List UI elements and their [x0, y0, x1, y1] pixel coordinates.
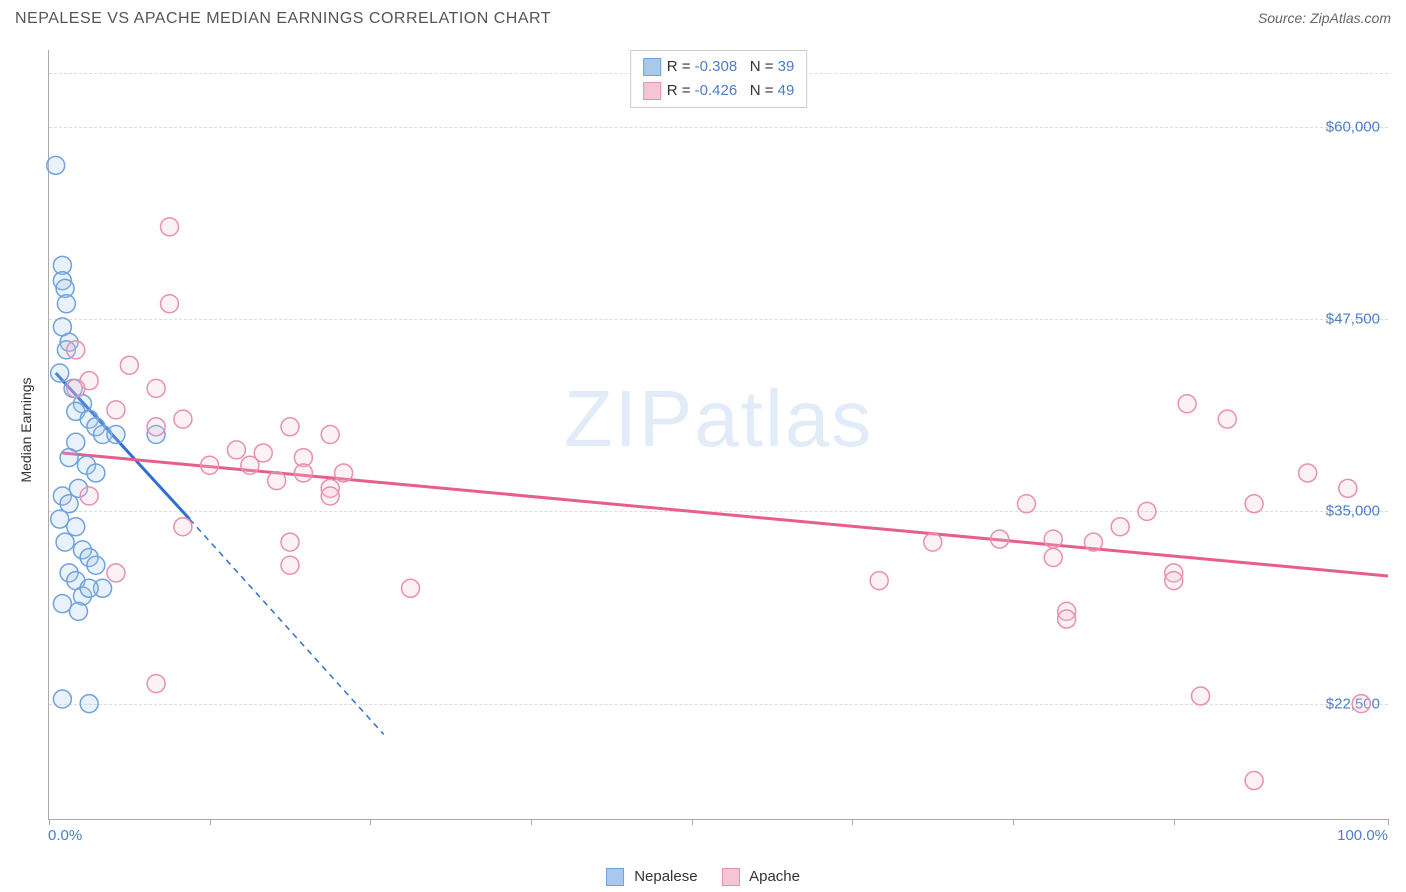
- legend: Nepalese Apache: [596, 868, 810, 886]
- data-point-apache: [120, 356, 138, 374]
- data-point-apache: [321, 487, 339, 505]
- data-point-apache: [1245, 772, 1263, 790]
- data-point-apache: [281, 556, 299, 574]
- data-point-nepalese: [51, 364, 69, 382]
- data-point-nepalese: [51, 510, 69, 528]
- data-point-apache: [870, 572, 888, 590]
- data-point-apache: [335, 464, 353, 482]
- data-point-nepalese: [56, 533, 74, 551]
- x-tick: [1388, 819, 1389, 825]
- data-point-apache: [1084, 533, 1102, 551]
- data-point-apache: [241, 456, 259, 474]
- data-point-apache: [1017, 495, 1035, 513]
- data-point-apache: [1218, 410, 1236, 428]
- data-point-apache: [924, 533, 942, 551]
- data-point-apache: [107, 401, 125, 419]
- x-tick: [852, 819, 853, 825]
- data-point-apache: [294, 464, 312, 482]
- data-point-nepalese: [69, 602, 87, 620]
- data-point-nepalese: [60, 449, 78, 467]
- data-point-apache: [1299, 464, 1317, 482]
- data-point-nepalese: [57, 295, 75, 313]
- correlation-stats-box: R = -0.308 N = 39 R = -0.426 N = 49: [630, 50, 808, 108]
- data-point-nepalese: [107, 426, 125, 444]
- x-tick: [370, 819, 371, 825]
- data-point-apache: [1044, 549, 1062, 567]
- x-tick: [531, 819, 532, 825]
- data-point-apache: [80, 487, 98, 505]
- x-tick: [1013, 819, 1014, 825]
- trendline-apache: [62, 453, 1388, 576]
- data-point-apache: [174, 410, 192, 428]
- data-point-apache: [67, 379, 85, 397]
- data-point-apache: [1111, 518, 1129, 536]
- x-axis-max-label: 100.0%: [1337, 827, 1388, 844]
- data-point-nepalese: [47, 156, 65, 174]
- data-point-nepalese: [53, 595, 71, 613]
- x-tick: [1174, 819, 1175, 825]
- stats-row-nepalese: R = -0.308 N = 39: [643, 55, 795, 79]
- data-point-apache: [147, 675, 165, 693]
- data-point-apache: [107, 564, 125, 582]
- data-point-apache: [1178, 395, 1196, 413]
- legend-swatch-apache: [722, 868, 740, 886]
- data-point-apache: [991, 530, 1009, 548]
- data-point-apache: [67, 341, 85, 359]
- data-point-apache: [1058, 610, 1076, 628]
- scatter-svg: [49, 50, 1388, 819]
- data-point-apache: [1339, 479, 1357, 497]
- data-point-nepalese: [87, 464, 105, 482]
- x-tick: [692, 819, 693, 825]
- data-point-apache: [1138, 502, 1156, 520]
- source-label: Source: ZipAtlas.com: [1258, 10, 1391, 26]
- plot-area: ZIPatlas $22,500$35,000$47,500$60,000 R …: [48, 50, 1388, 820]
- data-point-apache: [1165, 572, 1183, 590]
- data-point-apache: [147, 379, 165, 397]
- data-point-apache: [281, 418, 299, 436]
- data-point-nepalese: [80, 579, 98, 597]
- data-point-apache: [1192, 687, 1210, 705]
- data-point-apache: [402, 579, 420, 597]
- data-point-apache: [321, 426, 339, 444]
- x-tick: [49, 819, 50, 825]
- data-point-nepalese: [53, 690, 71, 708]
- y-axis-label: Median Earnings: [18, 377, 34, 482]
- data-point-apache: [227, 441, 245, 459]
- data-point-apache: [281, 533, 299, 551]
- x-tick: [210, 819, 211, 825]
- trendline-extrapolated-nepalese: [190, 519, 384, 734]
- data-point-apache: [174, 518, 192, 536]
- legend-item-nepalese: Nepalese: [606, 868, 698, 886]
- data-point-apache: [201, 456, 219, 474]
- data-point-apache: [147, 418, 165, 436]
- legend-item-apache: Apache: [722, 868, 800, 886]
- data-point-nepalese: [67, 518, 85, 536]
- data-point-apache: [161, 295, 179, 313]
- data-point-apache: [268, 472, 286, 490]
- data-point-apache: [161, 218, 179, 236]
- x-axis-min-label: 0.0%: [48, 827, 82, 844]
- data-point-nepalese: [80, 695, 98, 713]
- data-point-nepalese: [87, 556, 105, 574]
- data-point-apache: [1245, 495, 1263, 513]
- data-point-apache: [1352, 695, 1370, 713]
- data-point-apache: [1044, 530, 1062, 548]
- chart-title: NEPALESE VS APACHE MEDIAN EARNINGS CORRE…: [15, 10, 551, 27]
- legend-swatch-nepalese: [606, 868, 624, 886]
- stats-row-apache: R = -0.426 N = 49: [643, 79, 795, 103]
